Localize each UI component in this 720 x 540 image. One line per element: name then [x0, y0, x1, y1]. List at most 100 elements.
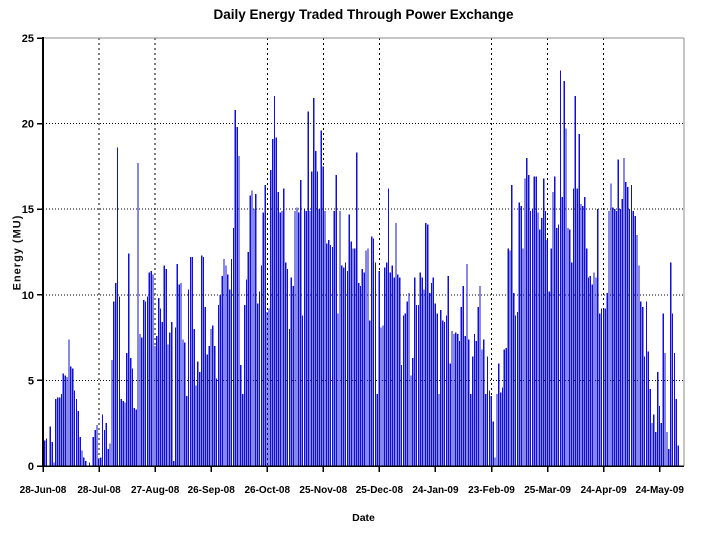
bar: [258, 291, 261, 466]
bar: [572, 188, 575, 466]
y-tick-label: 20: [22, 119, 34, 131]
bar: [131, 368, 134, 466]
bar: [344, 262, 347, 466]
bar: [172, 460, 175, 466]
bar: [133, 407, 135, 466]
bar: [350, 241, 352, 466]
bar: [88, 462, 91, 466]
bar: [361, 269, 363, 466]
bar: [44, 440, 46, 466]
bar: [395, 222, 397, 466]
x-axis-title: Date: [352, 512, 375, 524]
bar: [664, 353, 666, 466]
bar: [77, 411, 79, 466]
bar: [492, 421, 494, 466]
bar: [539, 229, 541, 466]
bar: [675, 399, 677, 466]
bar: [617, 159, 620, 467]
bar: [440, 310, 442, 466]
bar: [333, 210, 335, 466]
bar: [116, 147, 119, 466]
bar: [184, 342, 186, 466]
bar: [524, 178, 526, 466]
bar: [387, 188, 390, 466]
bar: [612, 207, 614, 467]
chart-title: Daily Energy Traded Through Power Exchan…: [213, 7, 514, 22]
bar: [45, 438, 48, 466]
bar: [514, 315, 517, 466]
x-tick-label: 28-Jun-08: [20, 485, 67, 496]
bar: [402, 315, 405, 466]
bar: [649, 388, 651, 466]
bar: [139, 334, 141, 466]
bar: [266, 311, 268, 466]
bar: [118, 296, 121, 466]
bar: [503, 349, 506, 466]
bar: [608, 210, 610, 466]
bar: [535, 176, 537, 467]
bar: [193, 329, 195, 466]
bar: [352, 248, 354, 466]
bar: [632, 210, 634, 466]
bar: [604, 308, 606, 466]
bar: [148, 272, 150, 466]
bar: [640, 301, 642, 466]
bar: [98, 459, 100, 466]
bar: [294, 210, 296, 466]
bar: [253, 209, 255, 466]
bar: [449, 363, 451, 466]
bar: [591, 284, 593, 466]
bar: [494, 457, 496, 466]
bar: [182, 339, 184, 466]
bar: [660, 423, 663, 466]
bar: [161, 322, 164, 466]
bar: [565, 128, 567, 467]
bar: [270, 169, 272, 466]
bar: [219, 294, 221, 466]
bar: [662, 313, 664, 466]
bar: [481, 349, 483, 466]
bar: [311, 171, 313, 467]
bar: [507, 248, 509, 466]
x-tick-label: 25-Nov-08: [299, 485, 347, 496]
bar: [290, 277, 292, 466]
y-tick-label: 5: [28, 375, 34, 387]
bar: [656, 371, 659, 466]
bar: [423, 289, 425, 466]
bar: [171, 322, 173, 466]
bar: [324, 210, 326, 466]
bar: [202, 257, 205, 466]
bar: [365, 250, 367, 466]
bar: [582, 205, 584, 466]
bar: [615, 210, 618, 466]
bar: [200, 255, 203, 466]
y-tick-label: 25: [22, 33, 34, 45]
bar: [208, 346, 210, 466]
bar: [146, 296, 149, 466]
bar: [286, 269, 289, 466]
bar: [490, 395, 492, 466]
bar: [262, 212, 264, 466]
bar: [100, 457, 102, 466]
bar: [120, 399, 122, 466]
x-tick-label: 23-Feb-09: [468, 485, 515, 496]
bar: [101, 414, 104, 466]
bar: [447, 275, 449, 466]
bar: [107, 448, 109, 466]
bar: [309, 210, 311, 466]
bar: [421, 277, 423, 466]
bar: [316, 171, 319, 467]
bar: [385, 262, 388, 466]
bar: [189, 257, 192, 466]
bar: [150, 270, 152, 466]
bar: [115, 282, 117, 466]
bar: [159, 308, 162, 466]
bar: [541, 217, 543, 466]
bar: [501, 387, 504, 466]
bar: [234, 109, 236, 467]
bar: [296, 207, 298, 467]
bar: [419, 272, 421, 466]
bar: [314, 150, 317, 467]
bar: [238, 156, 240, 466]
bar: [417, 305, 420, 466]
